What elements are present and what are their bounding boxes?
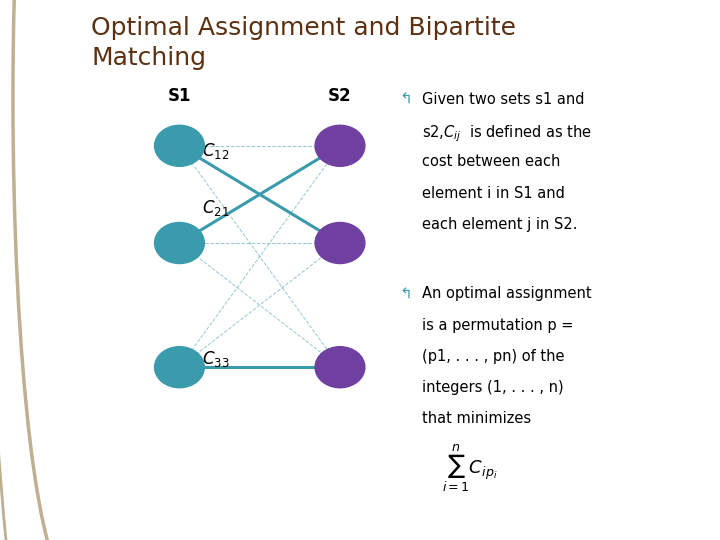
Text: $\mathit{C}_{12}$: $\mathit{C}_{12}$ [202,141,230,161]
Text: (p1, . . . , pn) of the: (p1, . . . , pn) of the [422,349,564,364]
Text: An optimal assignment: An optimal assignment [422,286,592,301]
Circle shape [315,125,365,166]
Text: $\mathit{C}_{21}$: $\mathit{C}_{21}$ [202,198,230,218]
Text: S2: S2 [328,87,352,105]
Text: is a permutation p =: is a permutation p = [422,318,573,333]
Circle shape [155,222,204,264]
Text: s2,$\mathit{C}_{ij}$  is defined as the: s2,$\mathit{C}_{ij}$ is defined as the [422,123,592,144]
Text: $\mathit{C}_{33}$: $\mathit{C}_{33}$ [202,349,230,369]
Text: each element j in S2.: each element j in S2. [422,217,577,232]
Text: ↰: ↰ [399,92,412,107]
Circle shape [315,222,365,264]
Text: element i in S1 and: element i in S1 and [422,186,564,201]
Text: $\sum_{i=1}^{n} C_{ip_i}$: $\sum_{i=1}^{n} C_{ip_i}$ [441,443,497,495]
Circle shape [155,347,204,388]
Text: integers (1, . . . , n): integers (1, . . . , n) [422,380,564,395]
Text: Given two sets s1 and: Given two sets s1 and [422,92,585,107]
Circle shape [315,347,365,388]
Text: S1: S1 [168,87,192,105]
Circle shape [155,125,204,166]
Text: cost between each: cost between each [422,154,560,170]
Text: Optimal Assignment and Bipartite
Matching: Optimal Assignment and Bipartite Matchin… [91,16,516,70]
Text: that minimizes: that minimizes [422,411,531,427]
Text: ↰: ↰ [399,286,412,301]
